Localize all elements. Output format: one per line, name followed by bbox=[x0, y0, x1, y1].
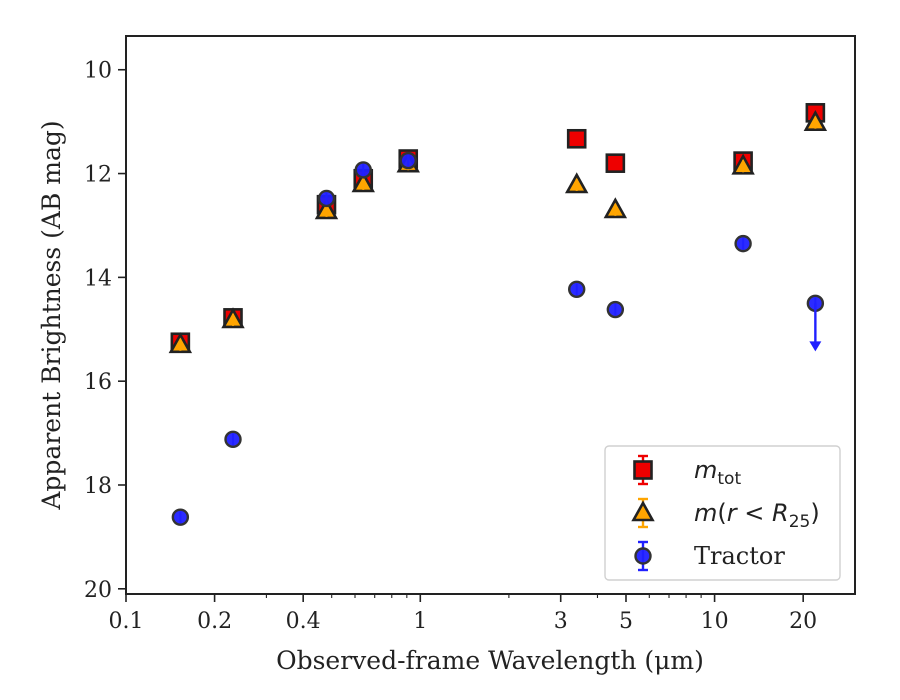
x-axis-title: Observed-frame Wavelength (μm) bbox=[276, 646, 704, 675]
upper-limit-arrowhead bbox=[809, 341, 822, 352]
x-tick-label: 20 bbox=[789, 609, 817, 634]
legend-tractor-point bbox=[634, 547, 652, 565]
plot-frame bbox=[125, 35, 856, 595]
x-axis: 0.1 0.2 0.4 1 3 5 10 20 bbox=[109, 594, 817, 634]
x-tick-label: 0.2 bbox=[197, 609, 232, 634]
y-axis-title: Apparent Brightness (AB mag) bbox=[37, 120, 66, 510]
y-axis: 10 12 14 16 18 20 bbox=[84, 59, 126, 603]
m-r25-point-group bbox=[168, 110, 828, 354]
m-tot-point-group bbox=[170, 103, 826, 353]
legend-box bbox=[604, 445, 841, 581]
legend-m-r25-point bbox=[631, 500, 655, 522]
tractor-point-group bbox=[171, 151, 825, 526]
y-tick-label: 12 bbox=[84, 163, 112, 188]
x-tick-label: 0.1 bbox=[109, 609, 144, 634]
y-tick-label: 20 bbox=[84, 578, 112, 603]
y-tick-label: 18 bbox=[84, 474, 112, 499]
legend-m-tot-point bbox=[633, 460, 653, 480]
x-tick-label: 5 bbox=[619, 609, 633, 634]
y-tick-label: 10 bbox=[84, 59, 112, 84]
legend-label: mtot bbox=[694, 456, 741, 489]
x-tick-label: 10 bbox=[701, 609, 729, 634]
x-tick-label: 3 bbox=[554, 609, 568, 634]
x-tick-label: 0.4 bbox=[286, 609, 321, 634]
x-tick-label: 1 bbox=[413, 609, 427, 634]
plot-content bbox=[168, 103, 828, 526]
legend-label: Tractor bbox=[694, 542, 785, 570]
y-tick-label: 14 bbox=[84, 266, 112, 291]
y-tick-label: 16 bbox=[84, 370, 112, 395]
